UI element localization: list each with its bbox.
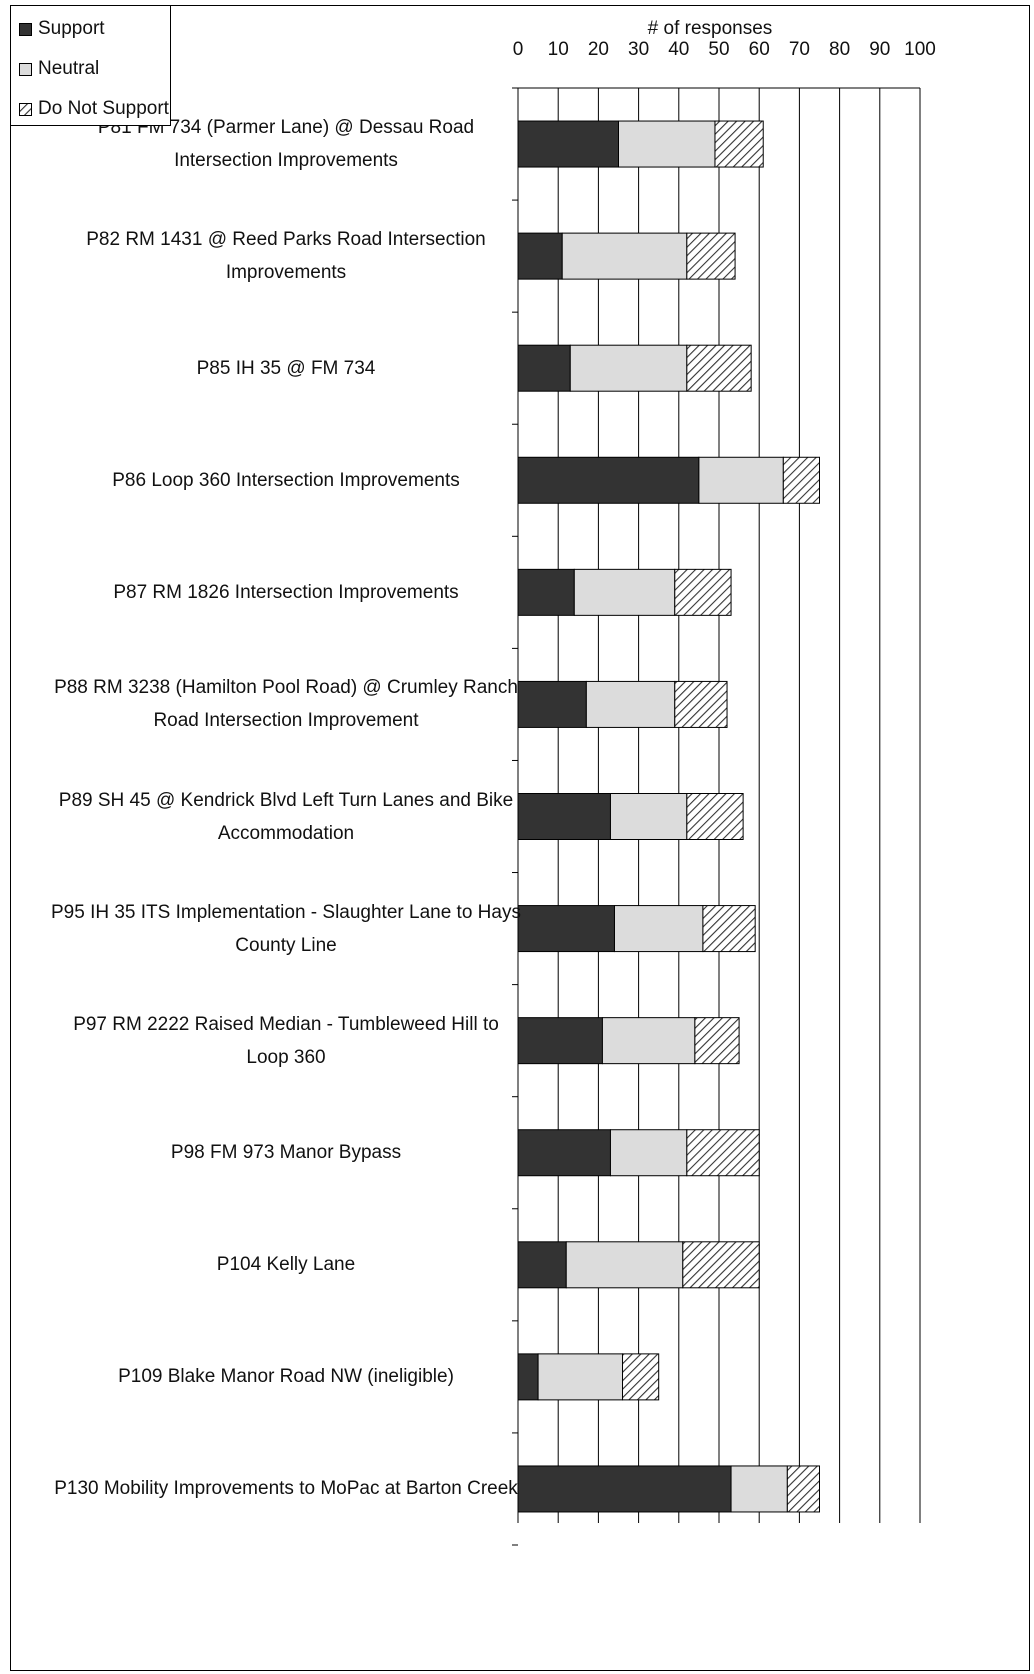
bar-support xyxy=(517,1017,603,1065)
category-label: P104 Kelly Lane xyxy=(216,1254,356,1276)
x-tick-label: 40 xyxy=(668,39,689,60)
category-label: P81 FM 734 (Parmer Lane) @ Dessau Road I… xyxy=(97,117,475,172)
legend-item-support: Support xyxy=(19,15,105,43)
bar-do-not-support xyxy=(782,456,821,504)
x-tick-label: 20 xyxy=(588,39,609,60)
bar-support xyxy=(517,680,587,728)
legend-swatch-support xyxy=(19,22,32,36)
legend-label: Neutral xyxy=(38,58,100,79)
bar-neutral xyxy=(609,793,688,840)
bar-support xyxy=(517,120,619,168)
chart-frame xyxy=(10,5,1030,1671)
legend-label: Support xyxy=(38,18,105,39)
bar-do-not-support xyxy=(622,1353,660,1401)
legend-item-neutral: Neutral xyxy=(19,55,99,83)
bar-do-not-support xyxy=(686,1129,760,1177)
category-label: P82 RM 1431 @ Reed Parks Road Intersecti… xyxy=(86,229,486,284)
bar-support xyxy=(517,232,563,280)
bar-support xyxy=(517,1465,732,1513)
x-tick-label: 100 xyxy=(904,39,936,60)
category-label: P130 Mobility Improvements to MoPac at B… xyxy=(54,1478,518,1500)
x-tick-label: 0 xyxy=(513,39,524,60)
bar-neutral xyxy=(537,1353,624,1401)
bar-support xyxy=(517,456,700,504)
bar-support xyxy=(517,905,615,953)
category-label: P89 SH 45 @ Kendrick Blvd Left Turn Lane… xyxy=(58,789,514,844)
bar-support xyxy=(517,1241,567,1289)
bar-do-not-support xyxy=(702,905,756,953)
bar-do-not-support xyxy=(686,793,744,840)
bar-support xyxy=(517,1353,539,1401)
category-label: P97 RM 2222 Raised Median - Tumbleweed H… xyxy=(73,1013,499,1068)
bar-neutral xyxy=(698,456,784,504)
category-label: P98 FM 973 Manor Bypass xyxy=(170,1142,402,1164)
category-label: P86 Loop 360 Intersection Improvements xyxy=(112,469,460,491)
category-label: P95 IH 35 ITS Implementation - Slaughter… xyxy=(51,901,521,956)
x-tick-label: 50 xyxy=(708,39,729,60)
category-label: P88 RM 3238 (Hamilton Pool Road) @ Cruml… xyxy=(54,677,518,732)
bar-neutral xyxy=(565,1241,684,1289)
bar-do-not-support xyxy=(786,1465,821,1513)
category-label: P87 RM 1826 Intersection Improvements xyxy=(113,581,459,603)
bar-support xyxy=(517,344,571,392)
bar-neutral xyxy=(573,568,676,616)
bar-neutral xyxy=(601,1017,696,1065)
bar-do-not-support xyxy=(674,568,732,616)
legend-swatch-neutral xyxy=(19,62,32,76)
bar-do-not-support xyxy=(686,344,752,392)
x-tick-label: 60 xyxy=(749,39,770,60)
bar-neutral xyxy=(569,344,688,392)
legend-swatch-do-not-support xyxy=(19,102,32,116)
x-tick-label: 70 xyxy=(789,39,810,60)
legend-label: Do Not Support xyxy=(38,98,169,119)
bar-neutral xyxy=(613,905,704,953)
category-label: P109 Blake Manor Road NW (ineligible) xyxy=(118,1366,454,1388)
bar-support xyxy=(517,793,611,840)
ticks-layer: 0 10 20 30 40 50 60 70 80 90 100 xyxy=(513,39,936,60)
bar-neutral xyxy=(730,1465,788,1513)
bar-do-not-support xyxy=(682,1241,760,1289)
bar-neutral xyxy=(609,1129,688,1177)
legend: Support Neutral Do Not Support xyxy=(10,5,171,126)
x-tick-label: 30 xyxy=(628,39,649,60)
bar-neutral xyxy=(618,120,716,168)
bar-neutral xyxy=(561,232,688,280)
x-axis-title: # of responses xyxy=(647,18,773,39)
bar-do-not-support xyxy=(694,1017,740,1065)
bar-neutral xyxy=(585,680,676,728)
category-label: P85 IH 35 @ FM 734 xyxy=(196,357,376,379)
bar-do-not-support xyxy=(714,120,764,168)
bar-support xyxy=(517,1129,611,1177)
bar-support xyxy=(517,568,575,616)
bar-do-not-support xyxy=(674,680,728,728)
x-tick-label: 80 xyxy=(829,39,850,60)
legend-item-do-not-support: Do Not Support xyxy=(19,95,169,123)
bar-do-not-support xyxy=(686,232,736,280)
x-tick-label: 90 xyxy=(869,39,890,60)
bars-layer xyxy=(517,120,821,1513)
x-tick-label: 10 xyxy=(548,39,569,60)
